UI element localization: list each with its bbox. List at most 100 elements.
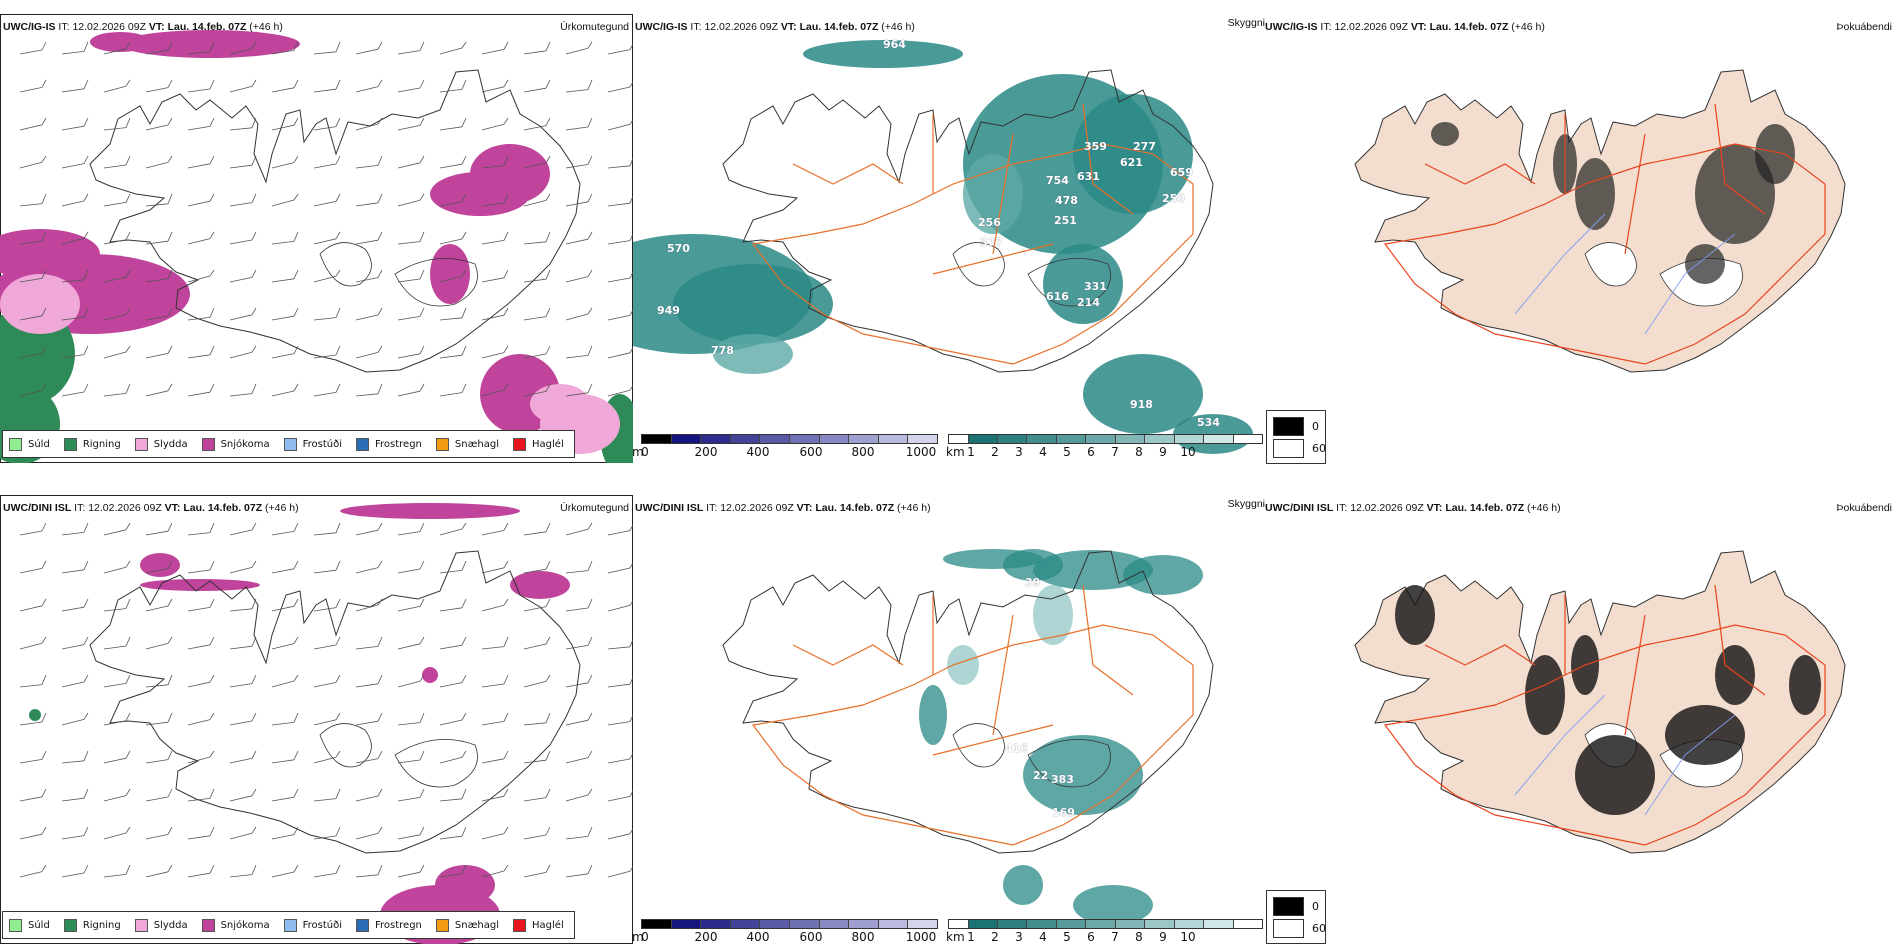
- wind-barb: [61, 835, 85, 840]
- wind-barb: [187, 275, 211, 283]
- wind-barb: [355, 239, 379, 245]
- wind-barb-flag: [251, 41, 257, 50]
- wind-barb: [61, 606, 85, 612]
- wind-barb-flag: [419, 522, 425, 532]
- wind-barb-flag: [293, 712, 299, 723]
- fog-key-item: 0: [1273, 897, 1319, 916]
- visibility-panel-top: UWC/IG-IS IT: 12.02.2026 09Z VT: Lau. 14…: [633, 14, 1265, 463]
- wind-barb-flag: [377, 712, 383, 722]
- field-area: [1575, 735, 1655, 815]
- wind-barb-flag: [629, 80, 633, 88]
- wind-barb: [439, 835, 463, 840]
- vis-bin: [1115, 435, 1146, 443]
- vis-bin: [1233, 435, 1263, 443]
- wind-barb-flag: [629, 827, 633, 835]
- wind-barb-flag: [587, 155, 593, 165]
- vis-label: 277: [1133, 140, 1156, 153]
- wind-barb-flag: [545, 117, 551, 126]
- vis-label: 251: [1054, 214, 1077, 227]
- wind-barb: [19, 530, 43, 536]
- wind-barb: [607, 86, 631, 93]
- wind-barb-flag: [629, 157, 633, 166]
- vis-bin: [949, 920, 969, 928]
- wind-barb-flag: [587, 231, 593, 240]
- wind-barb-flag: [251, 750, 257, 759]
- wind-barb: [313, 532, 337, 536]
- field-area: [90, 32, 150, 52]
- wind-barb: [355, 277, 379, 283]
- legend-item-snjokoma: Snjókoma: [201, 437, 270, 451]
- wind-barb: [607, 870, 631, 878]
- wind-barb: [397, 241, 421, 245]
- wind-barb-flag: [545, 864, 551, 873]
- wind-barb-flag: [83, 193, 89, 202]
- wind-barb: [103, 48, 127, 55]
- wind-barb: [481, 240, 505, 245]
- wind-barb-flag: [209, 41, 215, 52]
- legend-item-frostudi: Frostúði: [283, 437, 342, 451]
- wind-barb-flag: [251, 155, 257, 166]
- wind-barb-flag: [377, 193, 383, 203]
- wind-barb: [397, 722, 421, 726]
- wind-barb: [523, 241, 547, 245]
- wind-barb-flag: [461, 750, 467, 758]
- wind-barb-flag: [461, 864, 467, 874]
- wind-barb-flag: [251, 231, 257, 241]
- wind-barb: [397, 568, 421, 574]
- wind-barb: [565, 682, 589, 688]
- field-area: [1525, 655, 1565, 735]
- fog-key-item: 60: [1273, 439, 1326, 458]
- it-value: 12.02.2026 09Z: [72, 21, 146, 33]
- vis-bin: [968, 435, 998, 443]
- wind-barb: [523, 797, 547, 802]
- wind-barb: [61, 279, 85, 283]
- field-area: [1665, 705, 1745, 765]
- vis-label: 918: [1130, 398, 1153, 411]
- legend-label: Frostregn: [375, 919, 422, 931]
- wind-barb-flag: [629, 524, 633, 531]
- wind-barb: [397, 199, 421, 207]
- wind-barb-flag: [461, 712, 467, 721]
- wind-barb-flag: [419, 79, 425, 89]
- wind-barb: [187, 607, 211, 612]
- wind-barb: [355, 202, 379, 207]
- wind-barb-flag: [377, 560, 383, 568]
- wind-barb-flag: [503, 345, 509, 353]
- wind-barb: [61, 238, 85, 245]
- tick-label: 0: [641, 930, 649, 944]
- legend-label: Haglél: [532, 919, 564, 931]
- wind-barb-flag: [503, 826, 509, 834]
- wind-barb: [481, 604, 505, 612]
- legend-label: Slydda: [153, 438, 188, 450]
- wind-barb: [355, 795, 379, 802]
- wind-barb: [229, 86, 253, 93]
- lead-time: (+46 h): [265, 502, 299, 514]
- wind-barb-flag: [629, 118, 633, 125]
- wind-barb-flag: [41, 117, 47, 126]
- vt-value: Lau. 14.feb. 07Z: [1429, 21, 1509, 33]
- legend-item-frostregn: Frostregn: [356, 918, 422, 932]
- ceiling-colorbar: [641, 919, 938, 929]
- wind-barb-flag: [335, 636, 341, 646]
- wind-barb-flag: [83, 41, 89, 52]
- field-area: [340, 503, 520, 519]
- wind-barb: [565, 794, 589, 802]
- field-area: [29, 709, 41, 721]
- legend-label: Snjókoma: [220, 438, 270, 450]
- wind-barb-flag: [503, 155, 509, 166]
- wind-barb: [313, 201, 337, 207]
- wind-barb-flag: [545, 750, 551, 761]
- vt-label: VT:: [1426, 502, 1443, 514]
- wind-barb-flag: [209, 636, 215, 645]
- ceiling-bin: [878, 435, 909, 443]
- legend-label: Haglél: [532, 438, 564, 450]
- vis-label: 631: [1077, 170, 1100, 183]
- wind-barb-flag: [419, 826, 425, 835]
- wind-barb: [103, 566, 127, 574]
- wind-barb-flag: [167, 598, 173, 607]
- wind-barb-flag: [335, 345, 341, 356]
- wind-barb-flag: [419, 674, 425, 682]
- wind-barb-flag: [209, 383, 215, 393]
- wind-barb-flag: [83, 231, 89, 239]
- wind-barb: [19, 315, 43, 321]
